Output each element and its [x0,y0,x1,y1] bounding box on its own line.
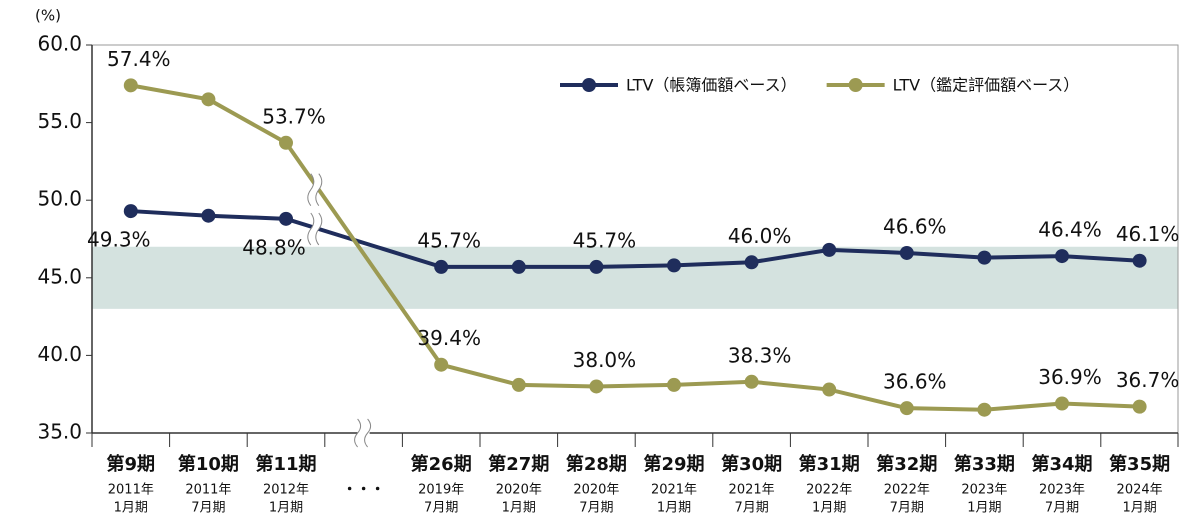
data-point [279,211,293,226]
x-sublabel: 2011年 [185,483,231,498]
legend-label: LTV（鑑定評価額ベース） [893,76,1080,95]
data-point [744,255,759,270]
legend-marker [848,78,863,92]
x-sublabel: 2019年 [418,483,464,498]
x-sublabel: 2020年 [573,483,619,498]
data-label: 46.4% [1038,218,1102,242]
x-sublabel: 2011年 [108,483,154,498]
data-point [744,374,759,389]
x-sublabel: 1月期 [114,501,148,516]
y-tick-label: 60.0 [37,32,82,56]
x-sublabel: 2024年 [1117,483,1163,498]
data-label: 38.0% [573,348,637,372]
data-point [822,242,837,257]
data-point [822,382,837,397]
data-point [434,259,449,274]
data-point [977,402,992,417]
data-point [201,92,216,107]
x-tick-label: 第26期 [411,453,472,475]
line-break [308,171,322,208]
data-label: 48.8% [242,235,306,259]
x-sublabel: 1月期 [657,501,691,516]
x-tick-label: 第34期 [1031,453,1092,475]
data-label: 46.6% [883,214,947,238]
y-tick-label: 55.0 [37,109,82,133]
line-break [308,210,322,248]
x-tick-label: 第33期 [954,453,1015,475]
data-label: 36.6% [883,370,947,394]
data-point [123,204,138,219]
x-sublabel: 1月期 [967,501,1001,516]
x-sublabel: 1月期 [502,501,536,516]
x-tick-label: 第30期 [721,453,782,475]
x-tick-label: 第29期 [643,453,704,475]
x-sublabel: 1月期 [269,501,303,516]
data-point [123,78,138,93]
data-point [977,250,992,265]
x-sublabel: 7月期 [191,501,225,516]
x-sublabel: 2022年 [884,483,930,498]
line-break [307,212,323,246]
data-label: 53.7% [262,104,326,128]
data-point [1055,396,1069,411]
x-sublabel: 7月期 [734,501,768,516]
x-sublabel: 2023年 [1039,483,1085,498]
axis-break [354,418,372,448]
x-sublabel: 2023年 [961,483,1007,498]
y-tick-label: 50.0 [37,187,82,211]
data-label: 36.7% [1116,368,1180,392]
x-sublabel: 1月期 [1122,501,1156,516]
x-tick-label: 第35期 [1109,453,1170,475]
x-sublabel: 7月期 [890,501,924,516]
x-sublabel: 1月期 [812,501,846,516]
legend-marker [582,78,596,92]
data-point [1132,399,1147,414]
x-tick-label: 第27期 [488,453,549,475]
data-point [667,258,681,273]
data-point [1132,253,1147,268]
y-unit: (%) [35,7,61,25]
line-break [307,173,323,206]
y-tick-label: 40.0 [37,342,82,366]
data-point [201,208,216,223]
data-point [667,377,681,392]
data-point [434,357,449,372]
data-point [1055,249,1069,264]
x-tick-label: 第10期 [178,453,239,475]
data-label: 46.0% [728,224,792,248]
x-tick-label: 第31期 [799,453,860,475]
x-tick-label: 第28期 [566,453,627,475]
data-point [899,245,914,260]
data-point [511,259,526,274]
data-label: 36.9% [1038,365,1102,389]
data-label: 46.1% [1116,222,1180,246]
x-tick-label: 第11期 [255,453,316,475]
x-tick-label: 第9期 [107,453,156,475]
y-tick-label: 35.0 [37,420,82,444]
data-label: 57.4% [107,47,171,71]
data-label: 38.3% [728,343,792,367]
x-tick-label: 第32期 [876,453,937,475]
data-label: 49.3% [87,228,151,252]
data-point [279,135,293,150]
data-point [899,401,914,416]
x-sublabel: 2012年 [263,483,309,498]
x-sublabel: 2021年 [651,483,697,498]
data-point [511,377,526,392]
data-point [589,259,604,274]
data-label: 45.7% [417,228,481,252]
legend-label: LTV（帳簿価額ベース） [626,76,797,95]
x-sublabel: 2021年 [729,483,775,498]
x-sublabel: 7月期 [579,501,613,516]
x-sublabel: 7月期 [1045,501,1079,516]
data-label: 39.4% [417,326,481,350]
data-point [589,379,604,394]
x-sublabel: 2020年 [496,483,542,498]
data-label: 45.7% [573,228,637,252]
x-sublabel: 7月期 [424,501,458,516]
y-tick-label: 45.0 [37,264,82,288]
x-sublabel: 2022年 [806,483,852,498]
break-label: ・・・ [343,482,385,498]
